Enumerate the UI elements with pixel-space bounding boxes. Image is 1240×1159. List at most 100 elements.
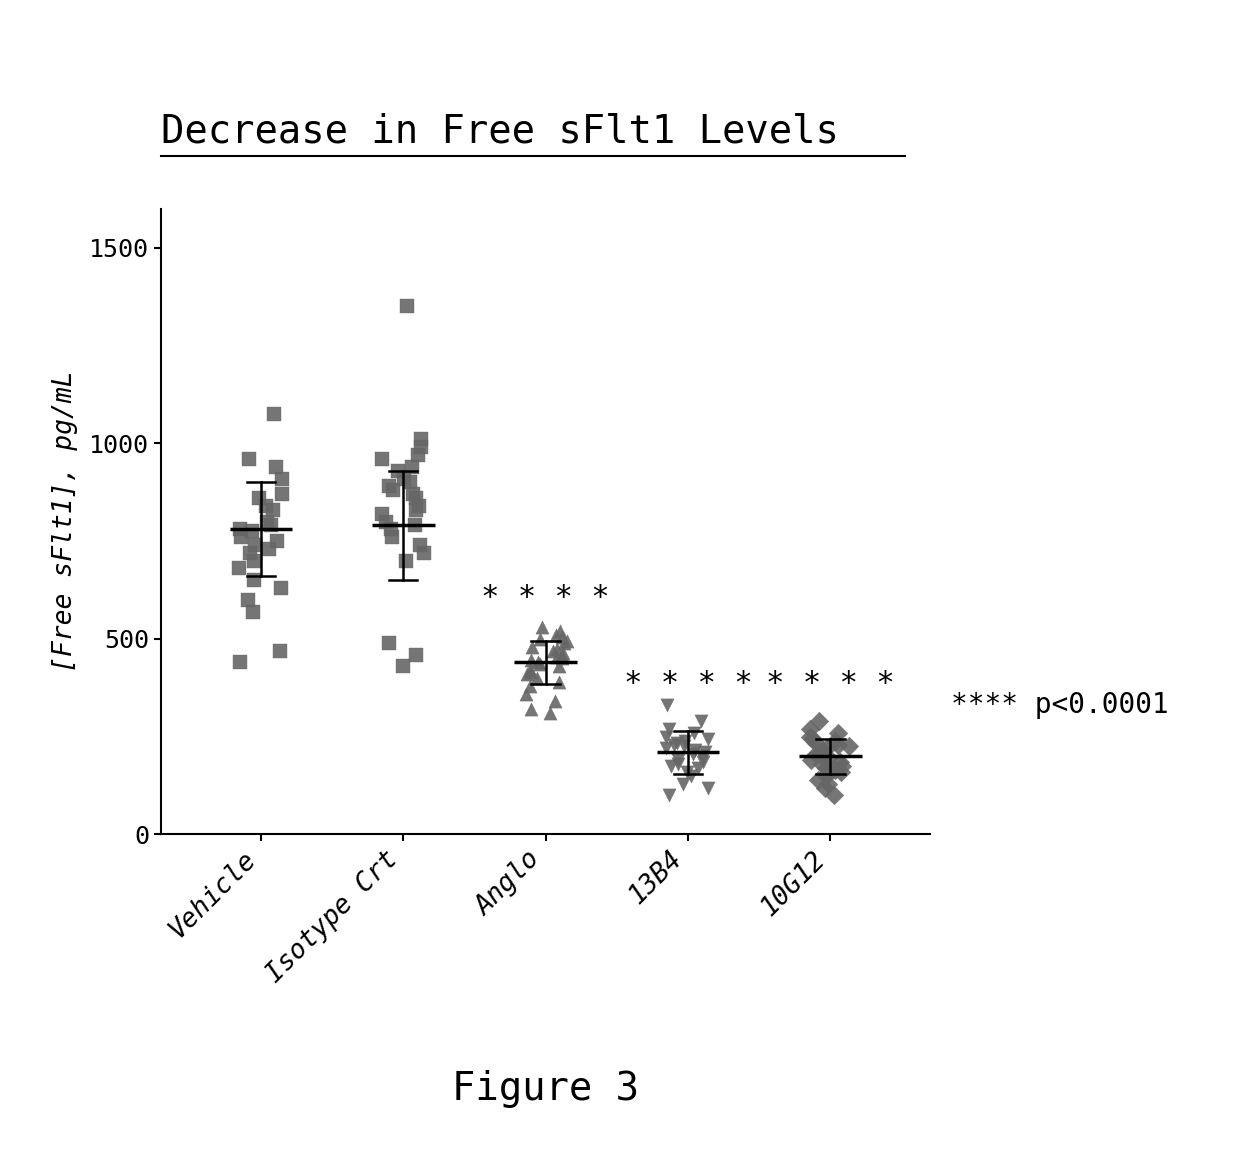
- Point: [551, 621, 570, 640]
- Point: [817, 774, 837, 793]
- Point: [820, 749, 839, 767]
- Point: [409, 535, 429, 554]
- Point: [228, 559, 248, 577]
- Text: * * * *: * * * *: [766, 669, 894, 698]
- Point: [684, 741, 704, 759]
- Point: [660, 720, 680, 738]
- Point: [412, 430, 432, 449]
- Point: [683, 745, 703, 764]
- Point: [244, 552, 264, 570]
- Point: [407, 489, 427, 508]
- Point: [828, 735, 848, 753]
- Point: [408, 446, 428, 465]
- Text: * * * *: * * * *: [624, 669, 753, 698]
- Point: [553, 628, 573, 647]
- Point: [812, 755, 832, 773]
- Text: Decrease in Free sFlt1 Levels: Decrease in Free sFlt1 Levels: [161, 112, 839, 151]
- Point: [270, 641, 290, 659]
- Point: [383, 481, 403, 500]
- Point: [262, 516, 281, 534]
- Point: [800, 720, 820, 738]
- Point: [272, 578, 291, 597]
- Point: [692, 746, 712, 765]
- Point: [656, 739, 676, 758]
- Point: [662, 757, 682, 775]
- Point: [397, 297, 417, 315]
- Point: [811, 743, 831, 761]
- Point: [812, 741, 832, 759]
- Point: [832, 757, 852, 775]
- Point: [800, 728, 820, 746]
- Y-axis label: [Free sFlt1], pg/mL: [Free sFlt1], pg/mL: [52, 371, 78, 672]
- Point: [816, 759, 836, 778]
- Point: [553, 649, 573, 668]
- Point: [548, 672, 568, 691]
- Point: [667, 751, 687, 770]
- Point: [675, 737, 694, 756]
- Point: [263, 501, 283, 519]
- Point: [372, 504, 392, 523]
- Point: [552, 646, 572, 664]
- Point: [693, 749, 713, 767]
- Point: [259, 540, 279, 559]
- Point: [688, 759, 708, 778]
- Point: [272, 469, 291, 488]
- Point: [698, 729, 718, 748]
- Point: [394, 469, 414, 488]
- Point: [239, 450, 259, 468]
- Point: [656, 728, 676, 746]
- Point: [249, 489, 269, 508]
- Point: [264, 404, 284, 423]
- Point: [379, 478, 399, 496]
- Point: [388, 461, 408, 480]
- Point: [663, 735, 683, 753]
- Point: [817, 765, 837, 783]
- Point: [816, 766, 836, 785]
- Point: [825, 731, 844, 750]
- Point: [532, 618, 552, 636]
- Point: [522, 637, 542, 656]
- Text: Figure 3: Figure 3: [453, 1071, 639, 1108]
- Point: [541, 704, 560, 722]
- Point: [547, 640, 567, 658]
- Point: [246, 535, 265, 554]
- Point: [830, 753, 849, 772]
- Point: [401, 473, 420, 491]
- Text: **** p<0.0001: **** p<0.0001: [951, 692, 1169, 720]
- Point: [372, 450, 392, 468]
- Point: [558, 632, 578, 650]
- Point: [839, 737, 859, 756]
- Point: [817, 739, 837, 758]
- Point: [553, 634, 573, 653]
- Point: [521, 651, 541, 670]
- Point: [549, 657, 569, 676]
- Point: [396, 552, 415, 570]
- Point: [547, 647, 567, 665]
- Point: [681, 766, 701, 785]
- Point: [657, 697, 677, 715]
- Point: [691, 712, 711, 730]
- Point: [255, 496, 275, 515]
- Point: [405, 501, 425, 519]
- Point: [243, 603, 263, 621]
- Point: [231, 529, 250, 547]
- Point: [673, 774, 693, 793]
- Point: [412, 438, 432, 457]
- Point: [402, 458, 422, 476]
- Point: [258, 512, 278, 531]
- Point: [815, 779, 835, 797]
- Point: [265, 458, 285, 476]
- Point: [531, 629, 551, 648]
- Point: [547, 626, 567, 644]
- Point: [521, 700, 541, 719]
- Point: [403, 484, 423, 503]
- Point: [667, 734, 687, 752]
- Point: [658, 786, 678, 804]
- Point: [521, 663, 541, 681]
- Point: [516, 684, 536, 702]
- Point: [553, 643, 573, 662]
- Point: [812, 746, 832, 765]
- Point: [521, 677, 541, 695]
- Point: [238, 591, 258, 610]
- Point: [414, 544, 434, 562]
